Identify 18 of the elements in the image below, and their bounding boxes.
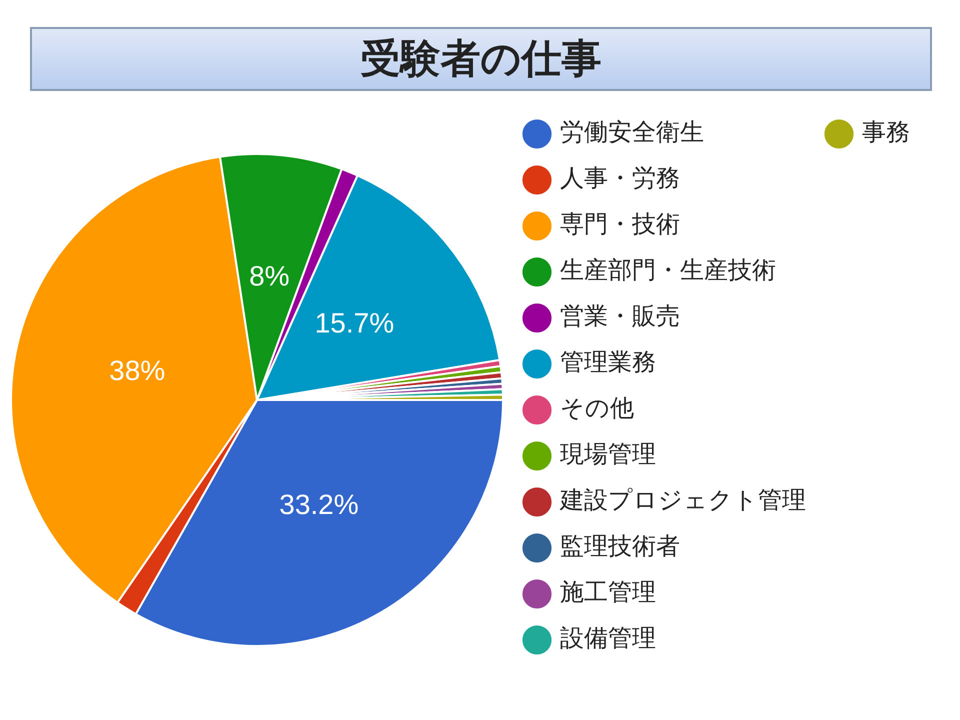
data-label: 8%: [249, 260, 290, 292]
legend-label: 設備管理: [560, 624, 656, 652]
legend-label: 管理業務: [560, 348, 656, 376]
chart-title: 受験者の仕事: [30, 27, 932, 91]
legend-label: 営業・販売: [560, 302, 680, 330]
legend-label: 監理技術者: [560, 532, 680, 560]
legend-label: 施工管理: [560, 578, 656, 606]
legend-label: 事務: [862, 118, 910, 146]
legend-label: 生産部門・生産技術: [560, 256, 776, 284]
data-label: 15.7%: [314, 308, 394, 339]
legend-label: 専門・技術: [560, 210, 680, 238]
legend-label: 人事・労務: [560, 164, 680, 192]
data-label: 33.2%: [279, 488, 359, 520]
legend-label: その他: [560, 394, 634, 422]
legend-label: 建設プロジェクト管理: [559, 486, 806, 514]
data-label: 38%: [109, 355, 166, 386]
legend-label: 現場管理: [560, 440, 656, 468]
legend-label: 労働安全衛生: [560, 118, 704, 146]
